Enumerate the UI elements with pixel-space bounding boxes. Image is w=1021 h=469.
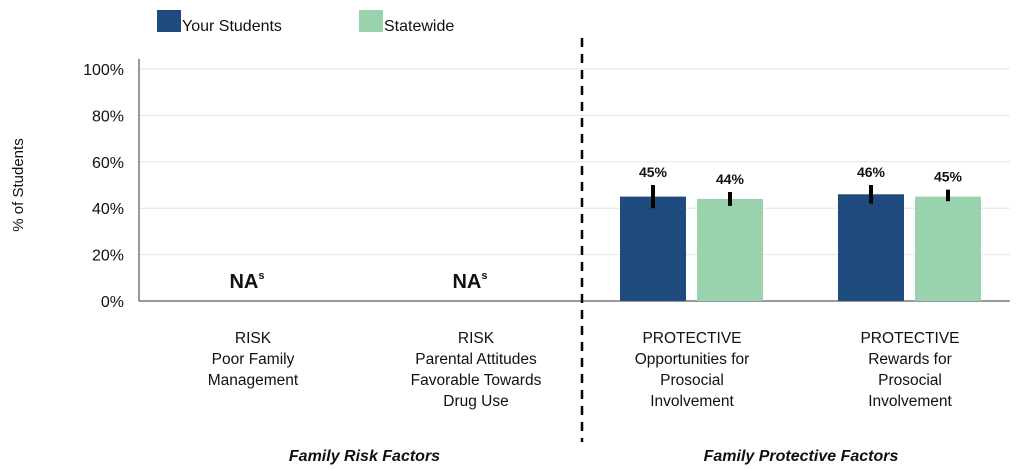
na-superscript: s [481,270,487,282]
na-marker: NAs [452,270,487,293]
category-label: Opportunities for [635,351,750,368]
legend-label: Your Students [182,18,282,35]
data-label: 45% [639,164,668,180]
category-label: Prosocial [878,372,942,389]
group-label: Family Risk Factors [289,448,440,465]
na-text: NA [229,271,258,293]
category-label: Management [208,372,299,389]
y-tick-label: 40% [92,201,124,218]
na-superscript: s [258,270,264,282]
bar [697,198,763,301]
y-axis-label: % of Students [10,138,27,231]
na-marker: NAs [229,270,264,293]
y-tick-label: 60% [92,155,124,172]
legend-swatch [157,10,181,32]
category-label: Drug Use [443,393,508,410]
y-tick-label: 80% [92,108,124,125]
y-tick-label: 20% [92,248,124,265]
category-label: Involvement [650,393,734,410]
category-label: RISK [458,330,495,347]
category-label: Involvement [868,393,952,410]
legend-swatch [359,10,383,32]
bars [620,185,981,301]
y-tick-label: 100% [83,62,124,79]
category-label: Rewards for [868,351,952,368]
axes: 0% 20% 40% 60% 80% 100% [83,38,1010,442]
category-label: PROTECTIVE [860,330,959,347]
bar [915,196,981,301]
category-label: PROTECTIVE [642,330,741,347]
category-label: Prosocial [660,372,724,389]
bar [838,194,904,301]
legend-label: Statewide [384,18,454,35]
y-tick-label: 0% [101,294,124,311]
category-label: RISK [235,330,272,347]
category-label: Favorable Towards [411,372,542,389]
data-label: 44% [716,171,745,187]
category-label: Parental Attitudes [415,351,537,368]
legend: Your Students Statewide [157,10,454,35]
category-label: Poor Family [212,351,295,368]
group-label: Family Protective Factors [704,448,899,465]
bar [620,196,686,301]
data-label: 46% [857,164,886,180]
data-label: 45% [934,169,963,185]
na-text: NA [452,271,481,293]
